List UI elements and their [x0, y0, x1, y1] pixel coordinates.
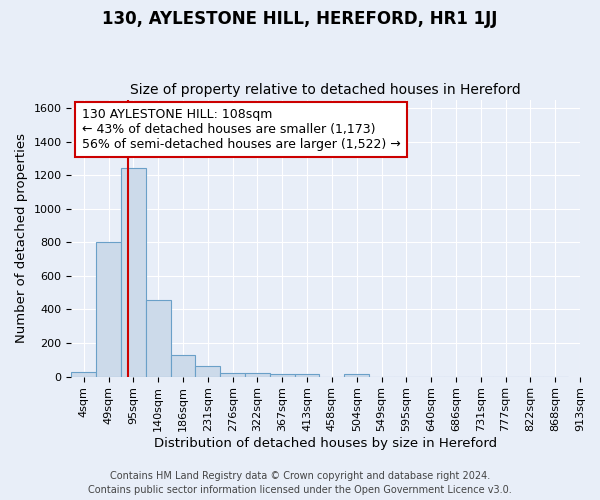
Text: Contains HM Land Registry data © Crown copyright and database right 2024.
Contai: Contains HM Land Registry data © Crown c… [88, 471, 512, 495]
Bar [295, 374, 319, 376]
Bar [170, 355, 196, 376]
Bar [96, 242, 121, 376]
Bar [220, 373, 245, 376]
Bar [245, 373, 270, 376]
Bar [71, 372, 96, 376]
Bar [270, 374, 295, 376]
Bar [196, 366, 220, 376]
Text: 130, AYLESTONE HILL, HEREFORD, HR1 1JJ: 130, AYLESTONE HILL, HEREFORD, HR1 1JJ [103, 10, 497, 28]
X-axis label: Distribution of detached houses by size in Hereford: Distribution of detached houses by size … [154, 437, 497, 450]
Y-axis label: Number of detached properties: Number of detached properties [15, 133, 28, 343]
Title: Size of property relative to detached houses in Hereford: Size of property relative to detached ho… [130, 83, 521, 97]
Bar [344, 374, 369, 376]
Text: 130 AYLESTONE HILL: 108sqm
← 43% of detached houses are smaller (1,173)
56% of s: 130 AYLESTONE HILL: 108sqm ← 43% of deta… [82, 108, 400, 151]
Bar [146, 300, 170, 376]
Bar [121, 168, 146, 376]
